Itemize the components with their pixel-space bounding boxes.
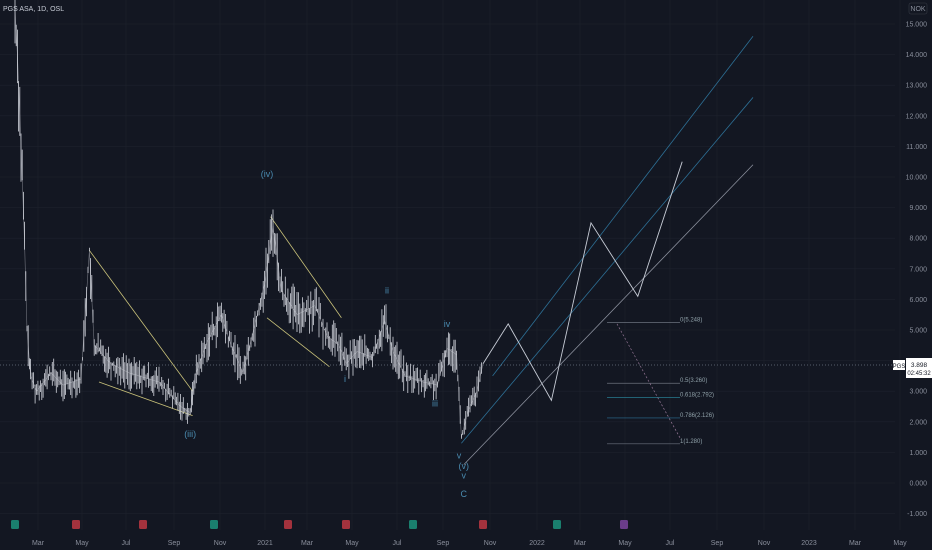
trend-line [98,381,193,417]
price-line [14,8,484,438]
upcoming-earnings-marker[interactable] [620,520,628,529]
wave-label: C [461,489,468,499]
wave-label: ii [385,285,389,295]
grid [0,0,901,530]
y-tick-label: 12.000 [906,113,928,120]
fib-anchor-line [616,323,681,439]
x-tick-label: Mar [301,540,314,547]
earnings-marker[interactable] [11,520,19,529]
fib-levels: 0(5.248) 0.5(3.260) 0.618(2.792) 0.786(2.12… [607,317,714,445]
wave-label: v [457,451,462,461]
wave-label: (iv) [261,169,274,179]
price-tag-symbol-bg [893,360,905,370]
wave-label: iv [444,319,451,329]
y-tick-label: 0.000 [909,481,927,488]
x-tick-label: May [345,540,359,547]
dividend-marker[interactable] [139,520,147,529]
price-tag-bg [906,358,932,378]
wave-label: v [462,470,467,480]
wave-label: (iii) [184,429,196,439]
x-tick-label: Jul [393,540,402,547]
dividend-marker[interactable] [479,520,487,529]
fib-level-label: 1(1.280) [680,439,702,445]
wave-label: i [344,374,346,384]
channel-line [461,97,754,444]
event-markers[interactable] [11,520,628,529]
y-tick-label: -1.000 [907,511,927,518]
y-tick-label: 10.000 [906,175,928,182]
y-tick-label: 2.000 [909,419,927,426]
x-tick-label: May [75,540,89,547]
y-tick-label: 3.000 [909,389,927,396]
fib-level-label: 0(5.248) [680,317,702,323]
y-tick-label: 15.000 [906,22,928,29]
fib-level-label: 0.786(2.126) [680,413,714,419]
currency-badge[interactable] [908,2,928,15]
x-tick-label: Jul [666,540,675,547]
x-tick-label: Mar [32,540,45,547]
projection-path [482,161,683,402]
chart-title: PGS ASA, 1D, OSL [3,6,64,13]
trend-line [266,317,330,368]
x-tick-label: 2021 [257,540,273,547]
x-tick-label: Mar [849,540,862,547]
trend-line [89,250,193,392]
y-tick-label: 8.000 [909,236,927,243]
price-tag-countdown: 02:45:32 [907,371,931,377]
earnings-marker[interactable] [553,520,561,529]
fib-level-label: 0.5(3.260) [680,378,707,384]
price-tag: PGS 3.898 02:45:32 [893,358,932,378]
trend-lines [89,216,342,417]
dividend-marker[interactable] [72,520,80,529]
wave-label: (v) [459,461,470,471]
y-tick-label: 9.000 [909,205,927,212]
x-tick-label: 2023 [801,540,817,547]
dividend-marker[interactable] [284,520,292,529]
trend-line [270,216,342,318]
y-tick-label: 6.000 [909,297,927,304]
dividend-marker[interactable] [342,520,350,529]
x-tick-label: 2022 [529,540,545,547]
x-tick-label: Jul [122,540,131,547]
earnings-marker[interactable] [210,520,218,529]
x-tick-label: Nov [484,540,497,547]
price-tag-value: 3.898 [911,362,928,369]
y-tick-label: 11.000 [906,144,927,151]
wave-label: iii [432,399,438,409]
channel-line [463,164,754,465]
y-axis[interactable]: -1.0000.0001.0002.0003.0004.0005.0006.00… [906,22,928,519]
y-tick-label: 7.000 [909,266,927,273]
currency-label: NOK [910,6,926,13]
channel-lines [461,35,754,465]
fib-level-label: 0.618(2.792) [680,393,714,399]
channel-line [492,35,754,377]
projection-line [482,161,683,402]
x-tick-label: Sep [711,540,724,547]
x-tick-label: Mar [574,540,587,547]
x-tick-label: Nov [758,540,771,547]
y-tick-label: 13.000 [906,83,928,90]
price-series [14,0,484,439]
x-tick-label: Sep [437,540,450,547]
x-tick-label: May [893,540,907,547]
x-tick-label: Nov [214,540,227,547]
x-axis[interactable]: Mar May Jul Sep Nov 2021 Mar May Jul Sep Nov 2022 Ma… [32,540,907,547]
y-tick-label: 5.000 [909,328,927,335]
x-tick-label: Sep [168,540,181,547]
x-tick-label: May [618,540,632,547]
price-tag-symbol: PGS [893,364,906,370]
earnings-marker[interactable] [409,520,417,529]
y-tick-label: 14.000 [906,52,928,59]
y-tick-label: 1.000 [909,450,927,457]
